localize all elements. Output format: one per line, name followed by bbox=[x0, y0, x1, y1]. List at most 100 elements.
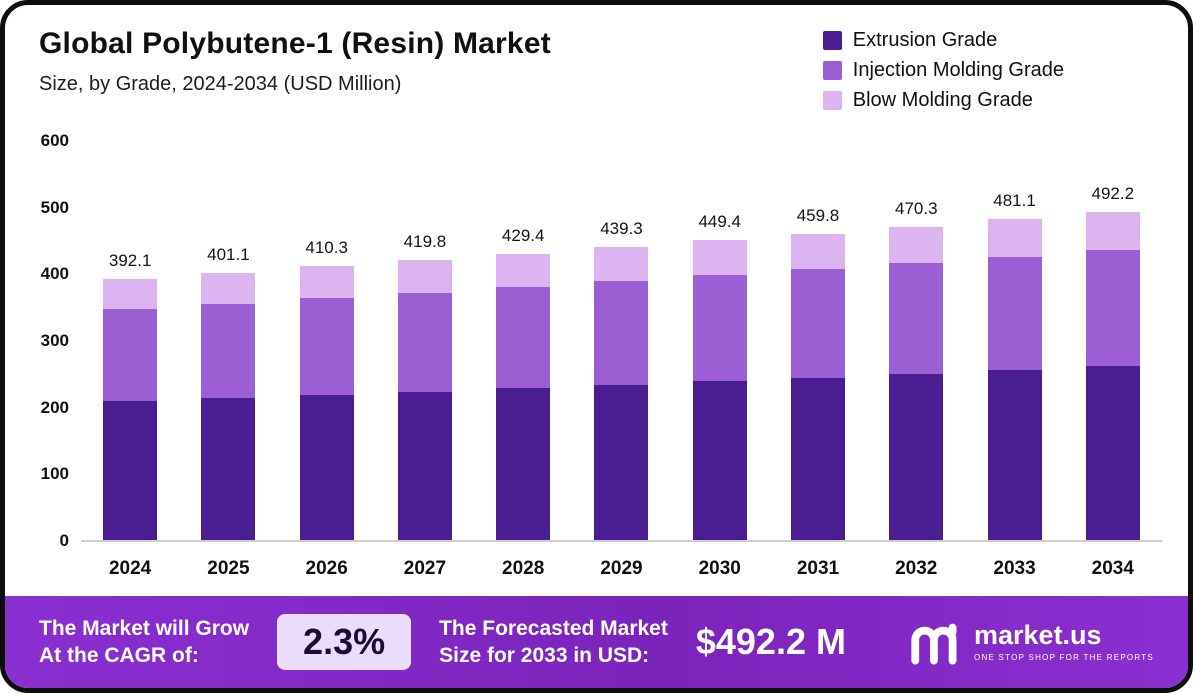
bar-segment-blow-molding-grade bbox=[299, 266, 354, 299]
bar-segment-blow-molding-grade bbox=[790, 233, 845, 270]
bar-column: 449.4 bbox=[671, 142, 769, 540]
bar-column: 419.8 bbox=[376, 142, 474, 540]
bar-segment-blow-molding-grade bbox=[103, 278, 158, 310]
y-tick-label: 0 bbox=[59, 531, 69, 550]
cagr-label: The Market will Grow At the CAGR of: bbox=[39, 615, 249, 670]
bar-segment-blow-molding-grade bbox=[889, 226, 944, 264]
x-axis-label: 2025 bbox=[207, 558, 250, 579]
forecast-label-line2: Size for 2033 in USD: bbox=[439, 644, 650, 667]
brand-text: market.us ONE STOP SHOP FOR THE REPORTS bbox=[974, 620, 1154, 663]
bar-total-label: 401.1 bbox=[207, 244, 250, 264]
bar-column: 401.1 bbox=[179, 142, 277, 540]
bar-segment-blow-molding-grade bbox=[496, 253, 551, 288]
bar-column: 459.8 bbox=[769, 142, 867, 540]
stacked-bar bbox=[1085, 211, 1140, 540]
legend-swatch bbox=[822, 61, 842, 80]
x-axis-label: 2028 bbox=[502, 558, 545, 579]
bar-segment-blow-molding-grade bbox=[692, 240, 747, 276]
legend-label: Blow Molding Grade bbox=[852, 89, 1033, 111]
bar-column: 481.1 bbox=[965, 142, 1063, 540]
bar-total-label: 481.1 bbox=[993, 191, 1036, 211]
page-title: Global Polybutene-1 (Resin) Market bbox=[39, 27, 551, 60]
x-axis-label: 2031 bbox=[796, 558, 840, 579]
brand: market.us ONE STOP SHOP FOR THE REPORTS bbox=[908, 619, 1154, 665]
bar-segment-blow-molding-grade bbox=[1085, 211, 1140, 251]
y-tick-label: 200 bbox=[40, 397, 69, 417]
bar-segment-extrusion-grade bbox=[889, 373, 944, 540]
header: Global Polybutene-1 (Resin) Market Size,… bbox=[5, 5, 1188, 112]
bar-segment-extrusion-grade bbox=[201, 398, 256, 540]
forecast-label-line1: The Forecasted Market bbox=[439, 616, 668, 640]
bar-segment-injection-molding-grade bbox=[201, 303, 256, 399]
bar-segment-injection-molding-grade bbox=[790, 269, 845, 378]
cagr-value-badge: 2.3% bbox=[277, 614, 412, 670]
bar-segment-blow-molding-grade bbox=[987, 219, 1042, 257]
legend-swatch bbox=[822, 91, 842, 110]
stacked-bar bbox=[889, 226, 944, 540]
bar-segment-injection-molding-grade bbox=[594, 281, 649, 385]
cagr-label-line2: At the CAGR of: bbox=[39, 644, 199, 667]
bar-segment-extrusion-grade bbox=[496, 388, 551, 540]
bar-column: 392.1 bbox=[81, 142, 179, 540]
x-axis-label: 2027 bbox=[403, 558, 447, 579]
market-us-logo-icon bbox=[911, 623, 957, 665]
x-axis-label: 2029 bbox=[600, 558, 643, 579]
bar-segment-extrusion-grade bbox=[397, 391, 452, 540]
bar-segment-injection-molding-grade bbox=[1085, 250, 1140, 367]
bar-segment-extrusion-grade bbox=[299, 395, 354, 540]
bar-column: 429.4 bbox=[474, 142, 572, 540]
brand-name: market.us bbox=[974, 620, 1102, 650]
bar-total-label: 410.3 bbox=[305, 238, 348, 258]
bar-segment-injection-molding-grade bbox=[299, 298, 354, 395]
x-axis-label: 2026 bbox=[305, 558, 348, 579]
legend-item: Injection Molding Grade bbox=[822, 59, 1064, 82]
stacked-bar bbox=[790, 233, 845, 540]
bar-column: 470.3 bbox=[867, 142, 965, 540]
bar-segment-injection-molding-grade bbox=[496, 287, 551, 389]
stacked-bar bbox=[594, 247, 649, 540]
bar-segment-injection-molding-grade bbox=[397, 292, 452, 392]
y-tick-label: 600 bbox=[40, 131, 69, 150]
bar-segment-extrusion-grade bbox=[987, 370, 1042, 540]
legend-item: Extrusion Grade bbox=[822, 29, 1064, 52]
x-axis-label: 2030 bbox=[698, 558, 741, 579]
bar-segment-injection-molding-grade bbox=[889, 263, 944, 374]
y-axis: 0 100 200 300 400 500 600 bbox=[31, 131, 81, 550]
bar-column: 410.3 bbox=[278, 142, 376, 540]
y-tick-label: 500 bbox=[40, 197, 69, 217]
stacked-bar bbox=[201, 272, 256, 540]
bar-total-label: 449.4 bbox=[698, 212, 741, 232]
bar-total-label: 392.1 bbox=[108, 250, 152, 270]
bar-total-label: 492.2 bbox=[1091, 183, 1135, 203]
bar-total-label: 419.8 bbox=[403, 232, 447, 252]
stacked-bar bbox=[692, 240, 747, 540]
bar-segment-extrusion-grade bbox=[692, 381, 747, 540]
x-axis-label: 2032 bbox=[895, 558, 938, 579]
bar-total-label: 470.3 bbox=[894, 198, 938, 218]
stacked-bar bbox=[103, 278, 158, 540]
bar-column: 439.3 bbox=[572, 142, 670, 540]
x-axis-label: 2024 bbox=[108, 558, 152, 579]
stacked-bar bbox=[397, 260, 452, 540]
y-tick-label: 400 bbox=[40, 264, 69, 284]
bar-segment-injection-molding-grade bbox=[692, 275, 747, 382]
legend-label: Injection Molding Grade bbox=[852, 59, 1064, 81]
bar-segment-injection-molding-grade bbox=[103, 309, 158, 402]
legend-label: Extrusion Grade bbox=[852, 29, 998, 51]
bar-segment-blow-molding-grade bbox=[594, 247, 649, 282]
stacked-bar bbox=[496, 253, 551, 540]
bar-segment-extrusion-grade bbox=[103, 401, 158, 540]
bar-segment-blow-molding-grade bbox=[201, 272, 256, 304]
legend-item: Blow Molding Grade bbox=[822, 89, 1064, 112]
stacked-bar bbox=[299, 266, 354, 540]
plot-area: 392.1 401.1 410.3 419.8 429.4 439.3 449.4 459.8… bbox=[81, 142, 1162, 542]
forecast-label: The Forecasted Market Size for 2033 in U… bbox=[439, 615, 668, 670]
y-tick-label: 100 bbox=[40, 464, 69, 484]
forecast-value: $492.2 M bbox=[695, 621, 846, 662]
x-axis-label: 2034 bbox=[1091, 558, 1134, 579]
bar-segment-extrusion-grade bbox=[594, 384, 649, 540]
stacked-bar bbox=[987, 219, 1042, 540]
bar-total-label: 439.3 bbox=[600, 219, 643, 239]
chart: 0 100 200 300 400 500 600 392.1 401.1 410.3 419.8… bbox=[31, 131, 1162, 550]
